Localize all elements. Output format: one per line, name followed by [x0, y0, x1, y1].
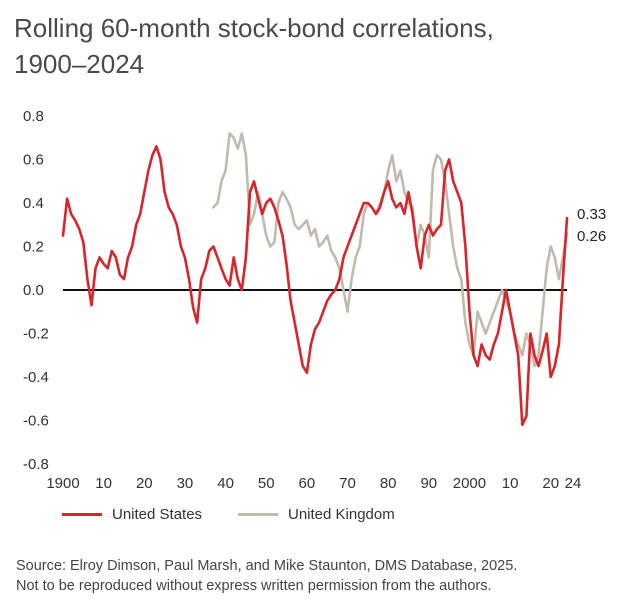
- y-tick-label: -0.6: [23, 413, 49, 430]
- x-tick-label: 20: [542, 475, 559, 492]
- y-tick-label: 0.8: [23, 108, 44, 125]
- chart-plot: 0.8 0.6 0.4 0.2 0.0 -0.2 -0.4 -0.6 -0.8 1900 10 20…: [23, 108, 606, 492]
- legend-item-united-kingdom: United Kingdom: [238, 506, 395, 523]
- y-tick-label: -0.4: [23, 369, 49, 386]
- x-tick-label: 1900: [46, 475, 79, 492]
- end-value-label-united-kingdom: 0.26: [577, 228, 606, 245]
- x-tick-label: 80: [380, 475, 397, 492]
- chart-title-line-1: Rolling 60-month stock-bond correlations…: [14, 13, 494, 43]
- x-tick-label: 10: [95, 475, 112, 492]
- legend-swatch-united-kingdom: [238, 513, 278, 516]
- y-tick-label: 0.4: [23, 195, 44, 212]
- y-tick-label: 0.0: [23, 282, 44, 299]
- x-tick-label: 50: [258, 475, 275, 492]
- series-line-united-states: [61, 145, 569, 427]
- source-line-1: Source: Elroy Dimson, Paul Marsh, and Mi…: [16, 558, 518, 574]
- x-tick-label: 24: [565, 475, 582, 492]
- source-line-2: Not to be reproduced without express wri…: [16, 578, 492, 594]
- legend-swatch-united-states: [62, 513, 102, 516]
- chart-title-line-2: 1900–2024: [14, 49, 145, 79]
- legend-label-united-states: United States: [112, 506, 203, 523]
- x-tick-label: 40: [217, 475, 234, 492]
- x-tick-label: 2000: [453, 475, 486, 492]
- y-tick-label: 0.2: [23, 239, 44, 256]
- y-axis-tick-labels: 0.8 0.6 0.4 0.2 0.0 -0.2 -0.4 -0.6 -0.8: [23, 108, 49, 473]
- y-tick-label: 0.6: [23, 152, 44, 169]
- legend-label-united-kingdom: United Kingdom: [288, 506, 395, 523]
- legend-item-united-states: United States: [62, 506, 202, 523]
- x-axis-tick-labels: 1900 10 20 30 40 50 60 70 80 90 2000 10 20 24: [46, 475, 581, 492]
- chart-title: Rolling 60-month stock-bond correlations…: [14, 10, 614, 82]
- x-tick-label: 30: [177, 475, 194, 492]
- end-value-label-united-states: 0.33: [577, 206, 606, 223]
- x-tick-label: 70: [339, 475, 356, 492]
- x-tick-label: 20: [136, 475, 153, 492]
- y-tick-label: -0.8: [23, 456, 49, 473]
- source-note: Source: Elroy Dimson, Paul Marsh, and Mi…: [16, 556, 517, 596]
- x-tick-label: 10: [502, 475, 519, 492]
- x-tick-label: 60: [299, 475, 316, 492]
- y-tick-label: -0.2: [23, 326, 49, 343]
- x-tick-label: 90: [420, 475, 437, 492]
